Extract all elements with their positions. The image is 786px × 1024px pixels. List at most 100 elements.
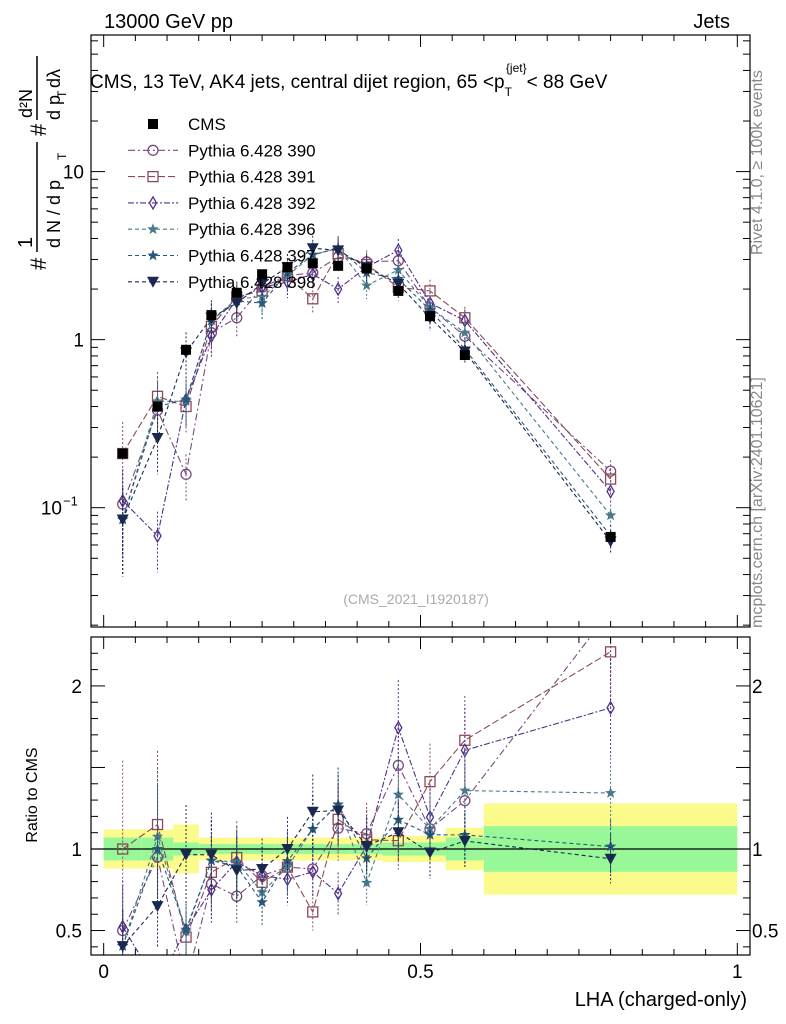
marker-pythia-6-428-398-5: [256, 278, 269, 290]
ratio-marker-pythia-6-428-398-9: [360, 840, 373, 852]
ratio-marker-pythia-6-428-392-13: [606, 700, 615, 716]
series-pythia-6-428-390: [117, 245, 617, 562]
title-sub: T: [505, 85, 513, 99]
ylabel-dpt: d p: [44, 95, 64, 120]
legend-marker-pythia-6-428-396: [147, 223, 159, 235]
xtick-label-2: 1: [732, 962, 743, 983]
ratio-plot-series: [116, 637, 617, 987]
marker-cms-8: [333, 260, 344, 271]
legend-marker-pythia-6-428-398: [147, 276, 159, 288]
main-plot-series: [116, 235, 617, 577]
legend-label-pythia-6-428-392: Pythia 6.428 392: [188, 194, 316, 213]
ytick-main-label-2: 10: [63, 163, 84, 184]
main-ylabel: # 1 d N / d p T # d²N d p T dλ: [15, 56, 69, 270]
ratio-line-pythia-6-428-392: [122, 707, 611, 955]
ratio-marker-pythia-6-428-391-7: [307, 906, 319, 918]
header-left: 13000 GeV pp: [104, 11, 233, 33]
marker-cms-13: [605, 531, 616, 542]
line-pythia-6-428-397: [122, 247, 612, 537]
marker-cms-6: [282, 262, 293, 273]
ratio-marker-pythia-6-428-392-0: [118, 919, 127, 934]
ratio-marker-pythia-6-428-398-0: [116, 941, 129, 953]
marker-pythia-6-428-392-3: [207, 328, 216, 344]
ratio-marker-pythia-6-428-398-1: [151, 901, 164, 913]
legend-item-pythia-6-428-390: Pythia 6.428 390: [128, 141, 316, 160]
legend-label-pythia-6-428-390: Pythia 6.428 390: [188, 141, 316, 160]
marker-pythia-6-428-397-2: [180, 393, 192, 405]
title-suffix: < 88 GeV: [527, 72, 608, 93]
ytick-ratio-label-right-0: 0.5: [752, 922, 778, 943]
legend-marker-pythia-6-428-392: [148, 195, 158, 211]
ytick-ratio-label-right-2: 2: [752, 677, 763, 698]
marker-cms-3: [206, 310, 217, 321]
ytick-main-exp-0: −1: [63, 494, 78, 509]
header-right: Jets: [693, 11, 730, 33]
ratio-marker-pythia-6-428-390-2: [181, 977, 191, 987]
ratio-line-pythia-6-428-391: [122, 651, 611, 939]
ratio-marker-pythia-6-428-396-9: [360, 876, 373, 888]
ylabel-d2n: d²N: [16, 89, 36, 118]
ytick-ratio-label-left-1: 1: [71, 840, 82, 861]
marker-cms-12: [459, 350, 470, 361]
legend-label-pythia-6-428-396: Pythia 6.428 396: [188, 220, 316, 239]
marker-cms-1: [152, 401, 163, 412]
line-pythia-6-428-391: [122, 252, 612, 480]
marker-pythia-6-428-392-1: [153, 528, 162, 544]
marker-pythia-6-428-396-12: [459, 326, 471, 338]
legend-item-pythia-6-428-392: Pythia 6.428 392: [128, 194, 316, 213]
ratio-series-pythia-6-428-390: [117, 637, 612, 987]
legend-item-pythia-6-428-396: Pythia 6.428 396: [128, 220, 316, 239]
ratio-marker-pythia-6-428-396-10: [392, 788, 404, 800]
legend-item-cms: CMS: [148, 115, 226, 134]
ratio-marker-pythia-6-428-398-11: [424, 847, 437, 859]
ratio-marker-pythia-6-428-392-5: [257, 868, 267, 883]
marker-cms-5: [257, 269, 268, 280]
ratio-marker-pythia-6-428-396-1: [151, 830, 164, 842]
ratio-plot-frame: [90, 636, 751, 956]
ratio-marker-pythia-6-428-398-8: [332, 805, 345, 817]
xtick-label-0: 0: [98, 962, 109, 983]
legend-marker-pythia-6-428-391: [147, 170, 159, 183]
marker-cms-7: [307, 258, 318, 269]
marker-pythia-6-428-397-11: [424, 304, 436, 315]
ratio-series-pythia-6-428-391: [117, 637, 617, 955]
marker-pythia-6-428-398-7: [306, 243, 319, 255]
legend-marker-pythia-6-428-390: [147, 144, 159, 156]
ytick-main-label-1: 1: [73, 331, 84, 352]
marker-pythia-6-428-398-8: [332, 245, 345, 257]
marker-pythia-6-428-397-5: [256, 297, 268, 308]
chart-title: CMS, 13 TeV, AK4 jets, central dijet reg…: [90, 61, 608, 99]
marker-pythia-6-428-398-4: [230, 298, 243, 310]
ratio-marker-pythia-6-428-392-10: [394, 720, 403, 736]
legend-marker-pythia-6-428-397: [147, 249, 159, 261]
ratio-marker-pythia-6-428-392-8: [333, 886, 343, 901]
ytick-ratio-label-right-1: 1: [752, 840, 763, 861]
ylabel-dpt-sub: T: [55, 90, 69, 98]
ratio-ylabel: Ratio to CMS: [24, 747, 41, 842]
ylabel-hash-2: #: [26, 123, 51, 136]
ylabel-one: 1: [15, 237, 37, 248]
marker-cms-10: [393, 285, 404, 296]
marker-pythia-6-428-398-0: [116, 514, 129, 526]
ratio-line-pythia-6-428-398: [122, 809, 611, 947]
ylabel-hash: #: [26, 257, 51, 270]
legend-item-pythia-6-428-398: Pythia 6.428 398: [128, 273, 316, 292]
marker-pythia-6-428-392-0: [118, 493, 127, 509]
legend-item-pythia-6-428-391: Pythia 6.428 391: [128, 168, 316, 187]
ratio-marker-pythia-6-428-398-3: [205, 849, 218, 861]
marker-cms-9: [361, 263, 372, 274]
ratio-marker-pythia-6-428-396-13: [604, 787, 617, 798]
marker-cms-4: [231, 287, 242, 298]
title-sup: {jet}: [506, 61, 527, 75]
ylabel-dl: dλ: [44, 69, 64, 88]
ratio-marker-pythia-6-428-397-2: [180, 923, 192, 935]
marker-pythia-6-428-390-2: [180, 468, 192, 480]
ratio-marker-pythia-6-428-392-3: [207, 882, 216, 898]
legend-label-pythia-6-428-391: Pythia 6.428 391: [188, 168, 316, 187]
axis-ticks: [91, 35, 750, 955]
marker-pythia-6-428-396-9: [360, 279, 373, 291]
ratio-marker-pythia-6-428-392-7: [308, 864, 318, 880]
x-axis-label: LHA (charged-only): [575, 989, 747, 1011]
mcplots-label: mcplots.cern.ch [arXiv:2401.10621]: [749, 377, 766, 628]
marker-pythia-6-428-397-7: [307, 248, 319, 260]
